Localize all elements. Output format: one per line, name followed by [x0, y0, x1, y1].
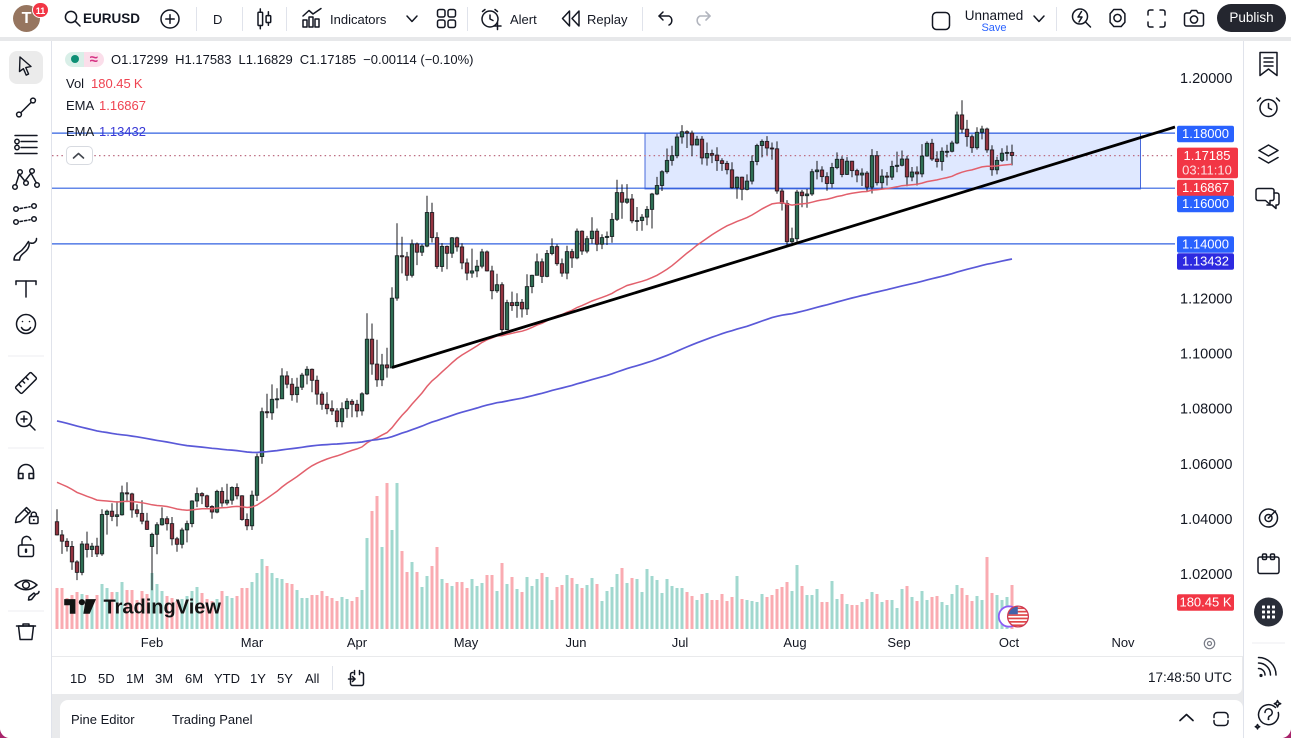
svg-text:Apr: Apr — [347, 635, 368, 650]
svg-text:Mar: Mar — [241, 635, 264, 650]
svg-text:Sep: Sep — [887, 635, 910, 650]
svg-text:Nov: Nov — [1111, 635, 1135, 650]
svg-text:Feb: Feb — [141, 635, 163, 650]
svg-text:1.08000: 1.08000 — [1180, 402, 1232, 418]
svg-text:1.17185: 1.17185 — [1184, 148, 1231, 163]
svg-text:May: May — [454, 635, 479, 650]
svg-text:1.14000: 1.14000 — [1182, 237, 1229, 252]
svg-text:TradingView: TradingView — [104, 597, 222, 619]
svg-text:1.16867: 1.16867 — [1182, 180, 1229, 195]
svg-text:1.13432: 1.13432 — [1182, 254, 1229, 269]
svg-text:1.16000: 1.16000 — [1182, 196, 1229, 211]
svg-text:1.20000: 1.20000 — [1180, 71, 1232, 87]
svg-text:Jun: Jun — [566, 635, 587, 650]
svg-text:1.06000: 1.06000 — [1180, 457, 1232, 473]
svg-text:Oct: Oct — [999, 635, 1020, 650]
svg-text:03:11:10: 03:11:10 — [1182, 162, 1232, 177]
svg-text:Aug: Aug — [783, 635, 806, 650]
svg-text:180.45 K: 180.45 K — [1179, 595, 1231, 610]
svg-text:Jul: Jul — [672, 635, 689, 650]
svg-text:1.12000: 1.12000 — [1180, 292, 1232, 308]
svg-text:1.02000: 1.02000 — [1180, 567, 1232, 583]
svg-text:1.18000: 1.18000 — [1182, 126, 1229, 141]
svg-text:1.10000: 1.10000 — [1180, 347, 1232, 363]
svg-text:1.04000: 1.04000 — [1180, 512, 1232, 528]
